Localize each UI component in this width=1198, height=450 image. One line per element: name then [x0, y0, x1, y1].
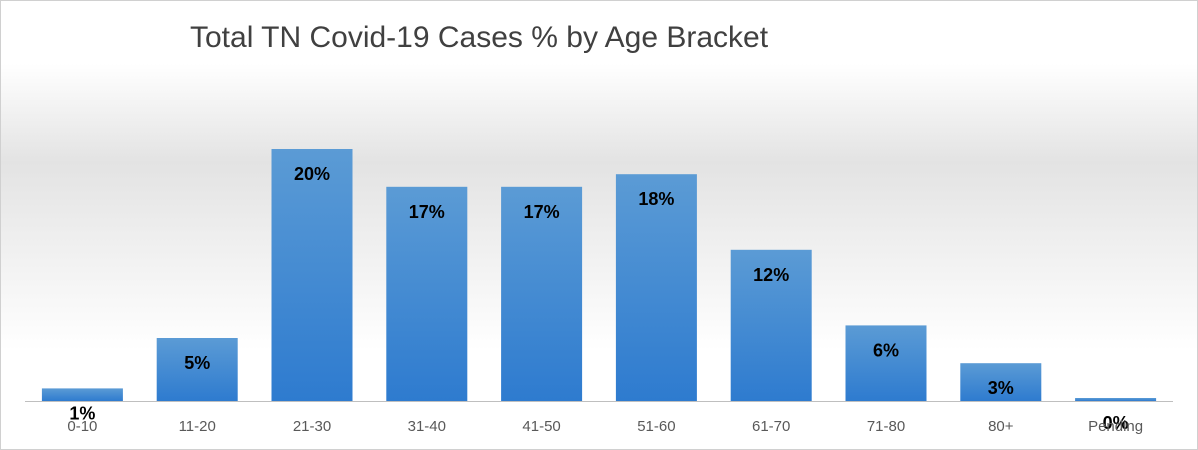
x-tick-label-80+: 80+: [988, 418, 1014, 435]
data-label-80+: 3%: [988, 378, 1014, 398]
data-label-51-60: 18%: [638, 189, 674, 209]
data-label-71-80: 6%: [873, 340, 899, 360]
x-tick-label-41-50: 41-50: [522, 418, 560, 435]
chart-title: Total TN Covid-19 Cases % by Age Bracket: [190, 21, 769, 54]
bar-31-40: [386, 186, 468, 401]
data-label-31-40: 17%: [409, 202, 445, 222]
bar-11-20: [156, 338, 238, 401]
bar-71-80: [845, 325, 927, 401]
bar-80+: [960, 363, 1042, 401]
bar-0-10: [41, 388, 123, 401]
data-label-41-50: 17%: [524, 202, 560, 222]
bars-group: [41, 149, 1157, 401]
x-tick-label-61-70: 61-70: [752, 418, 790, 435]
data-label-Pending: 0%: [1103, 413, 1129, 433]
x-tick-label-11-20: 11-20: [179, 418, 216, 435]
data-label-61-70: 12%: [753, 265, 789, 285]
bar-41-50: [501, 186, 583, 401]
x-tick-label-0-10: 0-10: [67, 418, 97, 435]
x-tick-label-71-80: 71-80: [867, 418, 905, 435]
x-tick-label-21-30: 21-30: [293, 418, 331, 435]
x-tick-label-Pending: Pending: [1088, 418, 1143, 435]
data-label-21-30: 20%: [294, 164, 330, 184]
bar-21-30: [271, 149, 353, 401]
labels-group: 1%0-10 5% 11-20 20% 21-30 17% 31-40 17% 41-50 18%…: [67, 164, 1143, 435]
data-label-11-20: 5%: [184, 353, 210, 373]
bar-61-70: [730, 249, 812, 401]
bar-51-60: [615, 174, 697, 401]
x-tick-label-51-60: 51-60: [637, 418, 675, 435]
x-tick-label-31-40: 31-40: [408, 418, 446, 435]
bar-Pending: [1075, 398, 1157, 401]
data-label-0-10: 1%: [69, 403, 95, 423]
